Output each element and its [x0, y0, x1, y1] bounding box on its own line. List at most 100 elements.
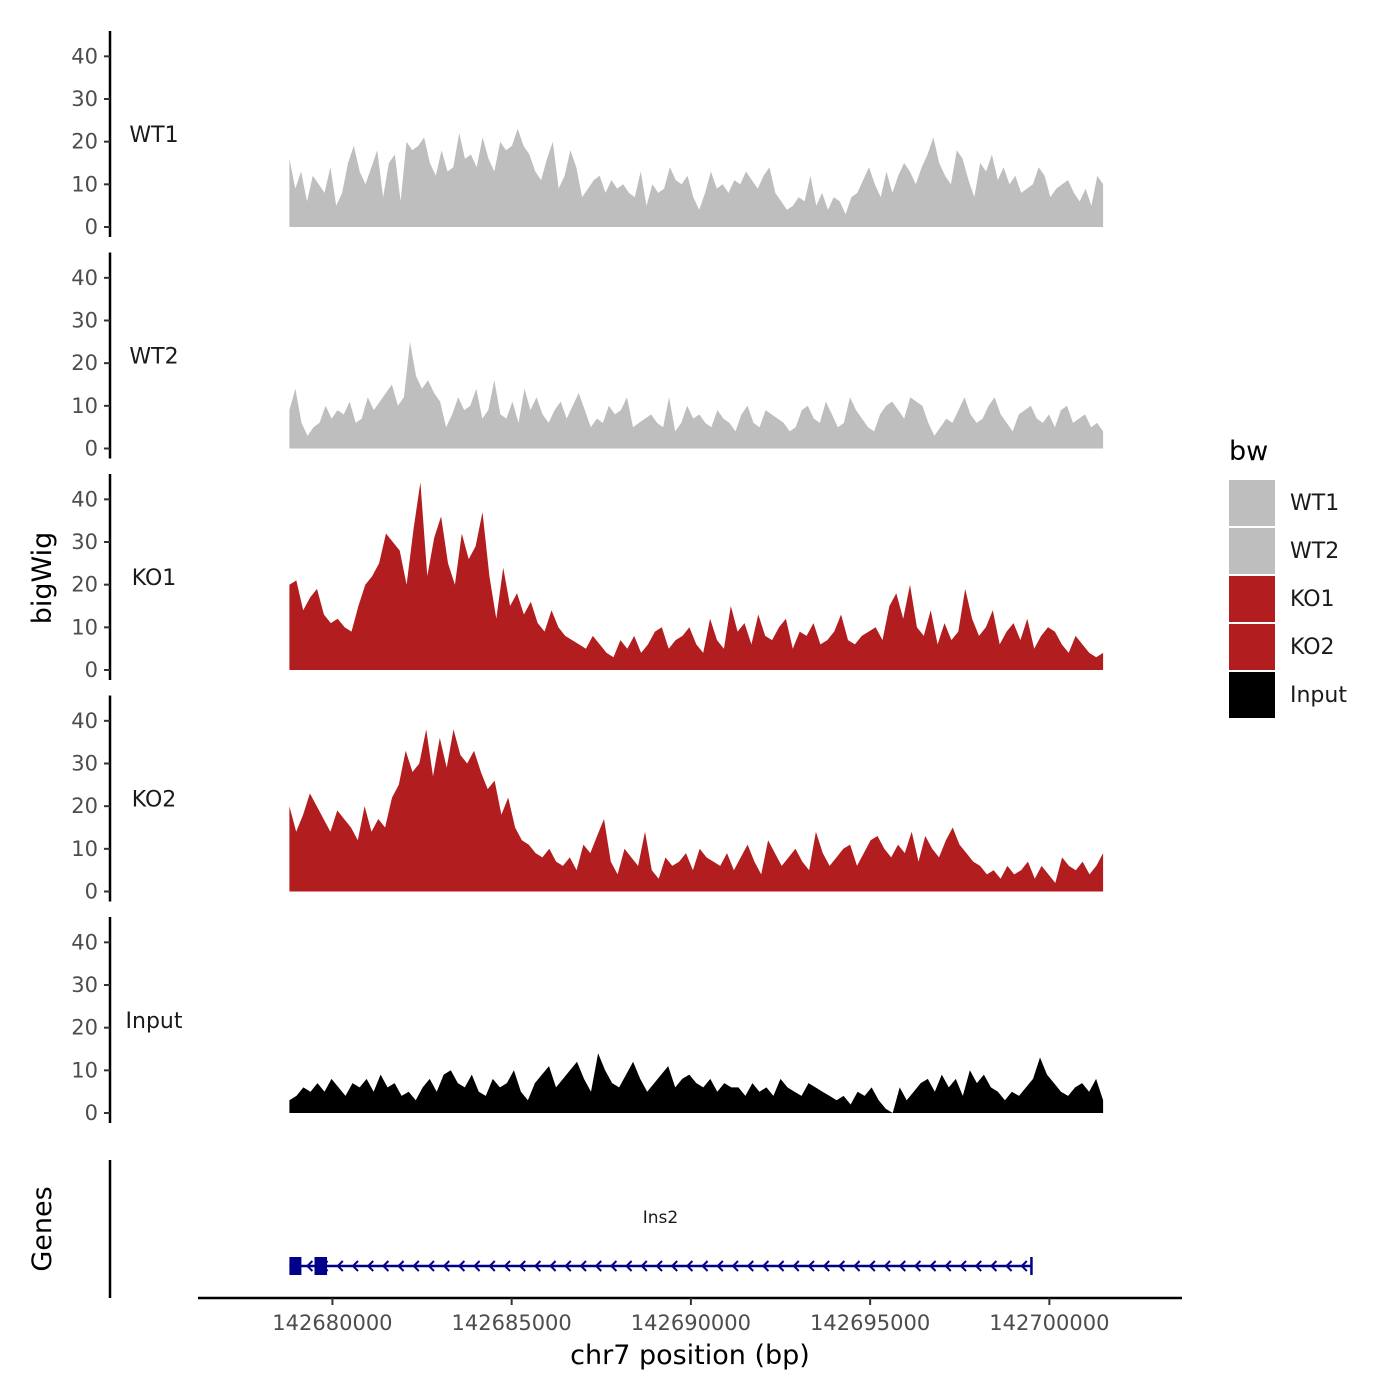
strand-arrow — [974, 1260, 982, 1272]
signal-tracks: 0 10 20 30 40 WT1 0 10 20 30 40 WT2 0 10 20 30 40 KO1 0 10 2… — [71, 31, 1104, 1125]
track-ko1: 0 10 20 30 40 KO1 — [71, 474, 1104, 682]
y-tick-label-0: 0 — [85, 658, 98, 682]
strand-arrow — [731, 1260, 739, 1272]
y-tick-label-20: 20 — [71, 573, 98, 597]
exon-1 — [289, 1257, 302, 1275]
y-tick-label-30: 30 — [71, 752, 98, 776]
track-label-ko1: KO1 — [132, 566, 177, 591]
legend-key-ko1 — [1229, 576, 1275, 622]
strand-arrow — [746, 1260, 754, 1272]
track-wt1: 0 10 20 30 40 WT1 — [71, 31, 1104, 239]
y-tick-label-40: 40 — [71, 487, 98, 511]
y-tick-label-40: 40 — [71, 709, 98, 733]
strand-arrow — [1020, 1260, 1028, 1272]
x-axis-title: chr7 position (bp) — [570, 1340, 810, 1371]
y-tick-label-30: 30 — [71, 530, 98, 554]
strand-arrow — [898, 1260, 906, 1272]
legend-label-ko1: KO1 — [1290, 587, 1335, 612]
strand-arrow — [549, 1260, 557, 1272]
legend-label-wt2: WT2 — [1290, 539, 1339, 564]
strand-arrow — [503, 1260, 511, 1272]
track-input: 0 10 20 30 40 Input — [71, 917, 1104, 1125]
y-tick-label-0: 0 — [85, 880, 98, 904]
y-tick-label-40: 40 — [71, 44, 98, 68]
legend-key-ko2 — [1229, 624, 1275, 670]
x-tick-label-142680000: 142680000 — [272, 1311, 392, 1335]
strand-arrow — [397, 1260, 405, 1272]
x-tick-label-142690000: 142690000 — [631, 1311, 751, 1335]
strand-arrow — [1005, 1260, 1013, 1272]
area-ko2 — [289, 729, 1104, 892]
y-tick-label-20: 20 — [71, 130, 98, 154]
strand-arrow — [336, 1260, 344, 1272]
strand-arrow — [533, 1260, 542, 1272]
strand-arrow — [853, 1260, 861, 1272]
track-label-input: Input — [126, 1009, 183, 1034]
gene-ins2: Ins2 — [289, 1208, 1033, 1275]
strand-arrow — [427, 1260, 435, 1272]
y-tick-label-30: 30 — [71, 87, 98, 111]
x-tick-label-142700000: 142700000 — [989, 1311, 1109, 1335]
strand-arrow — [625, 1260, 633, 1272]
strand-arrow — [640, 1260, 648, 1272]
y-tick-label-40: 40 — [71, 930, 98, 954]
area-input — [289, 1053, 1104, 1113]
y-tick-label-20: 20 — [71, 1016, 98, 1040]
strand-arrow — [761, 1260, 770, 1272]
track-wt2: 0 10 20 30 40 WT2 — [71, 252, 1104, 461]
track-label-wt2: WT2 — [129, 345, 178, 370]
strand-arrow — [944, 1260, 952, 1272]
strand-arrow — [381, 1260, 390, 1272]
y-tick-label-40: 40 — [71, 266, 98, 290]
y-tick-label-0: 0 — [85, 437, 98, 461]
strand-arrow — [457, 1260, 466, 1272]
strand-arrow — [594, 1260, 602, 1272]
strand-arrow — [822, 1260, 830, 1272]
legend-key-wt1 — [1229, 480, 1275, 526]
strand-arrow — [351, 1260, 359, 1272]
legend-label-input: Input — [1290, 683, 1347, 708]
strand-arrow — [305, 1260, 314, 1272]
strand-arrow — [564, 1260, 572, 1272]
y-axis-title: bigWig — [27, 532, 58, 625]
y-tick-label-0: 0 — [85, 215, 98, 239]
y-tick-label-20: 20 — [71, 794, 98, 818]
track-label-wt1: WT1 — [129, 123, 178, 148]
gene-label-ins2: Ins2 — [643, 1208, 678, 1228]
y-tick-label-10: 10 — [71, 394, 98, 418]
y-tick-label-0: 0 — [85, 1101, 98, 1125]
track-label-ko2: KO2 — [132, 788, 177, 813]
strand-arrow — [913, 1260, 922, 1272]
strand-arrow — [777, 1260, 785, 1272]
strand-arrow — [579, 1260, 587, 1272]
strand-arrow — [685, 1260, 694, 1272]
x-tick-label-142695000: 142695000 — [810, 1311, 930, 1335]
strand-arrow — [716, 1260, 724, 1272]
y-tick-label-10: 10 — [71, 172, 98, 196]
legend-key-wt2 — [1229, 528, 1275, 574]
strand-arrow — [792, 1260, 800, 1272]
strand-arrow — [670, 1260, 678, 1272]
legend-label-wt1: WT1 — [1290, 491, 1339, 516]
strand-arrow — [959, 1260, 967, 1272]
gene-track-title: Genes — [27, 1186, 58, 1271]
strand-arrow — [807, 1260, 815, 1272]
y-tick-label-10: 10 — [71, 837, 98, 861]
x-axis: 142680000 142685000 142690000 142695000 1427… — [198, 1296, 1182, 1335]
area-wt2 — [289, 341, 1104, 449]
legend: bw WT1 WT2 KO1 KO2 Input — [1229, 436, 1347, 718]
strand-arrow — [518, 1260, 526, 1272]
y-tick-label-30: 30 — [71, 973, 98, 997]
track-ko2: 0 10 20 30 40 KO2 — [71, 695, 1104, 904]
area-wt1 — [289, 128, 1104, 227]
legend-title: bw — [1229, 436, 1268, 467]
legend-key-input — [1229, 672, 1275, 718]
y-tick-label-10: 10 — [71, 1058, 98, 1082]
gene-track: Ins2 — [108, 1160, 1033, 1298]
area-ko1 — [289, 482, 1104, 670]
strand-arrow — [837, 1260, 846, 1272]
strand-arrow — [989, 1260, 998, 1272]
x-tick-label-142685000: 142685000 — [452, 1311, 572, 1335]
y-tick-label-10: 10 — [71, 615, 98, 639]
